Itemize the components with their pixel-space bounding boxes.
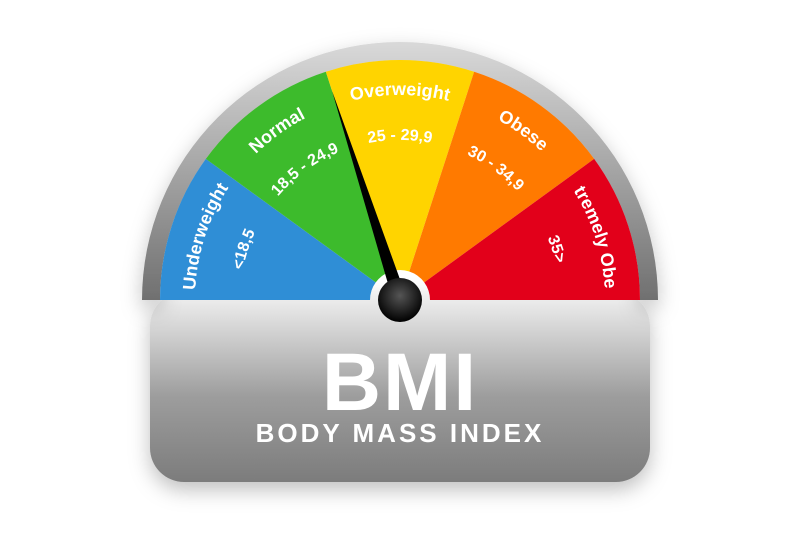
gauge-svg: Underweight<18,5Normal18,5 - 24,9Overwei… (0, 0, 800, 533)
title-sub: BODY MASS INDEX (256, 418, 545, 448)
title-main: BMI (322, 337, 478, 428)
bmi-gauge-infographic: Underweight<18,5Normal18,5 - 24,9Overwei… (0, 0, 800, 533)
